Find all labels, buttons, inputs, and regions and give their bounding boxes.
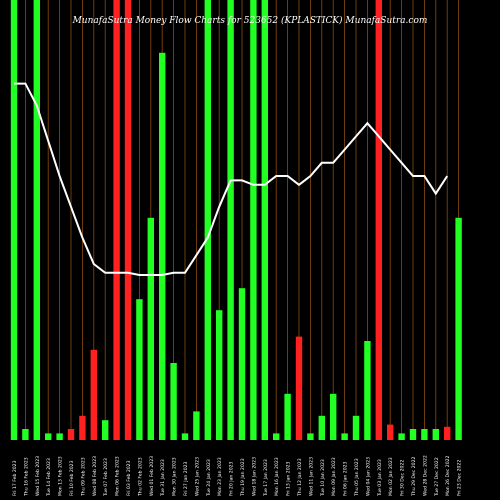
x-tick-label: Wed 11 Jan 2023 [308,457,314,496]
x-tick-label: Fri 10 Feb 2023 [69,460,75,496]
x-tick-label: Wed 15 Feb 2023 [35,456,41,496]
bar [341,433,348,440]
bar [227,0,234,440]
x-tick-label: Mon 02 Jan 2023 [388,457,394,496]
x-tick-label: Fri 06 Jan 2023 [343,461,349,496]
x-tick-label: Wed 01 Feb 2023 [149,456,155,496]
x-tick-label: Fri 23 Dec 2022 [457,460,463,496]
x-tick-label: Thu 09 Feb 2023 [80,457,86,497]
x-tick-label: Tue 17 Jan 2023 [263,459,269,497]
bar [170,363,177,440]
bar [398,433,405,440]
bar [124,0,132,440]
x-tick-label: Wed 08 Feb 2023 [92,456,98,496]
x-tick-label: Thu 29 Dec 2022 [411,456,417,497]
bar [409,429,417,440]
bar [10,0,18,440]
bar [318,415,325,440]
bar [136,299,143,440]
bar [295,336,303,440]
x-tick-label: Thu 12 Jan 2023 [297,458,303,497]
x-tick-label: Mon 30 Jan 2023 [172,457,178,496]
x-tick-label: Tue 07 Feb 2023 [103,458,109,497]
x-tick-label: Tue 14 Feb 2023 [46,458,52,497]
x-tick-label: Tue 27 Dec 2022 [434,457,440,497]
x-tick-labels: Fri 17 Feb 2023 Thu 16 Feb 2023 Wed 15 Feb… [12,455,463,497]
bar [455,217,462,440]
x-tick-label: Tue 24 Jan 2023 [206,459,212,497]
money-flow-line [14,82,449,276]
x-tick-label: Mon 26 Dec 2022 [445,455,451,496]
x-tick-label: Fri 03 Feb 2023 [126,460,132,496]
x-tick-label: Mon 09 Jan 2023 [331,457,337,496]
x-tick-label: Thu 16 Feb 2023 [23,457,29,497]
bar [250,0,257,440]
bar [421,429,428,440]
x-tick-label: Thu 02 Feb 2023 [137,457,143,497]
x-tick-label: Thu 19 Jan 2023 [240,458,246,497]
bar [193,411,200,440]
x-tick-label: Mon 23 Jan 2023 [217,457,223,496]
bar [261,0,268,440]
x-tick-label: Tue 10 Jan 2023 [320,459,326,497]
bar [33,0,40,440]
bar [45,433,52,440]
bar [432,429,439,440]
bar [181,433,189,440]
x-tick-label: Wed 25 Jan 2023 [194,457,200,496]
bar [90,349,97,440]
x-tick-label: Thu 05 Jan 2023 [354,458,360,497]
bar [364,341,371,440]
bar [204,0,211,440]
x-tick-label: Fri 13 Jan 2023 [286,461,292,496]
bar [67,429,75,440]
bars [10,0,462,441]
bar [56,433,63,440]
x-tick-label: Wed 28 Dec 2022 [422,455,428,496]
bar [387,424,394,440]
bar [444,426,451,440]
bar [216,310,223,440]
x-tick-label: Wed 04 Jan 2023 [365,457,371,496]
bar [307,433,314,440]
bar [375,0,382,440]
bar [284,393,291,440]
bar [273,433,280,440]
bar [102,420,109,440]
x-tick-label: Wed 18 Jan 2023 [251,457,257,496]
bar [330,393,337,440]
x-tick-label: Fri 27 Jan 2023 [183,461,189,496]
bar [113,0,120,440]
x-tick-label: Fri 30 Dec 2022 [400,460,406,496]
x-tick-label: Tue 03 Jan 2023 [377,459,383,497]
bar [22,429,29,440]
x-tick-label: Fri 17 Feb 2023 [12,460,18,496]
bar [147,217,154,440]
x-tick-label: Tue 31 Jan 2023 [160,459,166,497]
bar [238,288,246,440]
bar [352,415,360,440]
x-tick-label: Mon 16 Jan 2023 [274,457,280,496]
x-tick-label: Mon 06 Feb 2023 [115,456,121,496]
bar [79,415,86,440]
x-tick-label: Fri 20 Jan 2023 [229,461,235,496]
bar [159,52,166,441]
x-tick-label: Mon 13 Feb 2023 [58,456,64,496]
